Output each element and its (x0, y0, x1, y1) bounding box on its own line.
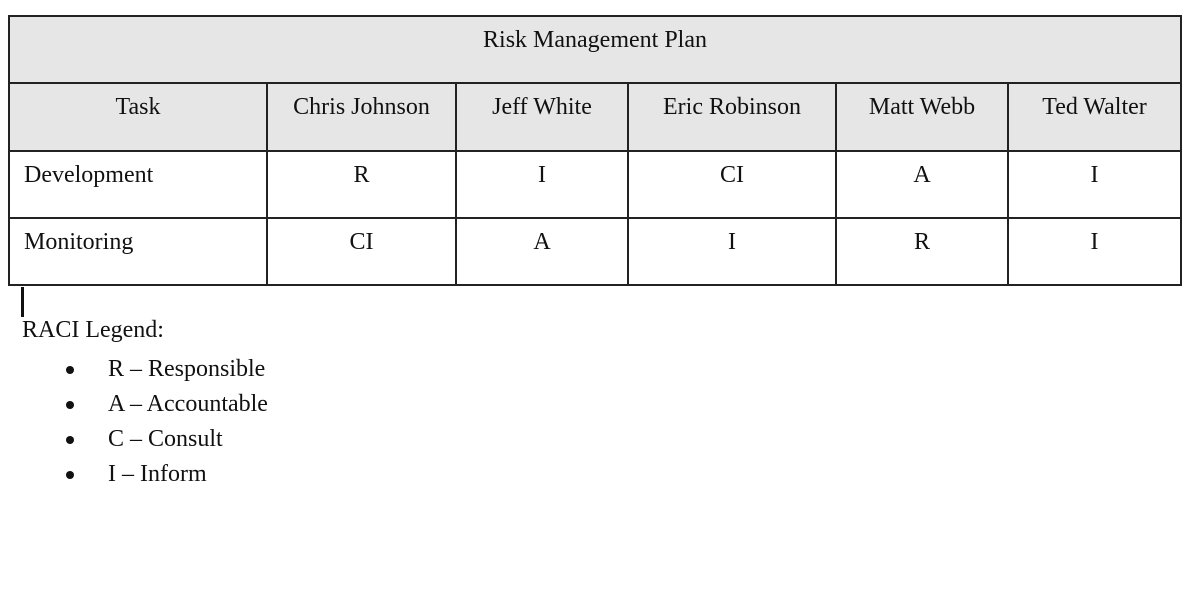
table-cell: CI (266, 217, 457, 286)
legend-list: R – Responsible A – Accountable C – Cons… (0, 352, 268, 492)
bullet-icon (66, 471, 74, 479)
table-row: Monitoring CI A I R I (8, 217, 1182, 286)
list-item: I – Inform (0, 457, 268, 492)
table-cell: R (835, 217, 1009, 286)
legend-item-text: I – Inform (108, 461, 207, 487)
bullet-icon (66, 436, 74, 444)
list-item: R – Responsible (0, 352, 268, 387)
list-item: C – Consult (0, 422, 268, 457)
table-cell: A (455, 217, 629, 286)
raci-table: Risk Management Plan Task Chris Johnson … (8, 15, 1182, 286)
header-cell: Eric Robinson (627, 82, 837, 152)
header-cell: Task (8, 82, 268, 152)
legend-item-text: A – Accountable (108, 391, 268, 417)
table-cell: A (835, 150, 1009, 219)
table-cell: R (266, 150, 457, 219)
table-cell: I (1007, 217, 1182, 286)
table-title: Risk Management Plan (8, 15, 1182, 84)
bullet-icon (66, 366, 74, 374)
table-row: Development R I CI A I (8, 150, 1182, 219)
list-item: A – Accountable (0, 387, 268, 422)
legend-item-text: C – Consult (108, 426, 223, 452)
header-cell: Matt Webb (835, 82, 1009, 152)
legend-title: RACI Legend: (22, 317, 164, 343)
table-cell: CI (627, 150, 837, 219)
task-cell: Monitoring (8, 217, 268, 286)
header-row: Task Chris Johnson Jeff White Eric Robin… (8, 82, 1182, 152)
header-cell: Jeff White (455, 82, 629, 152)
table-cell: I (1007, 150, 1182, 219)
text-cursor (21, 287, 24, 317)
task-cell: Development (8, 150, 268, 219)
header-cell: Chris Johnson (266, 82, 457, 152)
bullet-icon (66, 401, 74, 409)
table-cell: I (455, 150, 629, 219)
header-cell: Ted Walter (1007, 82, 1182, 152)
legend-item-text: R – Responsible (108, 356, 266, 382)
table-cell: I (627, 217, 837, 286)
